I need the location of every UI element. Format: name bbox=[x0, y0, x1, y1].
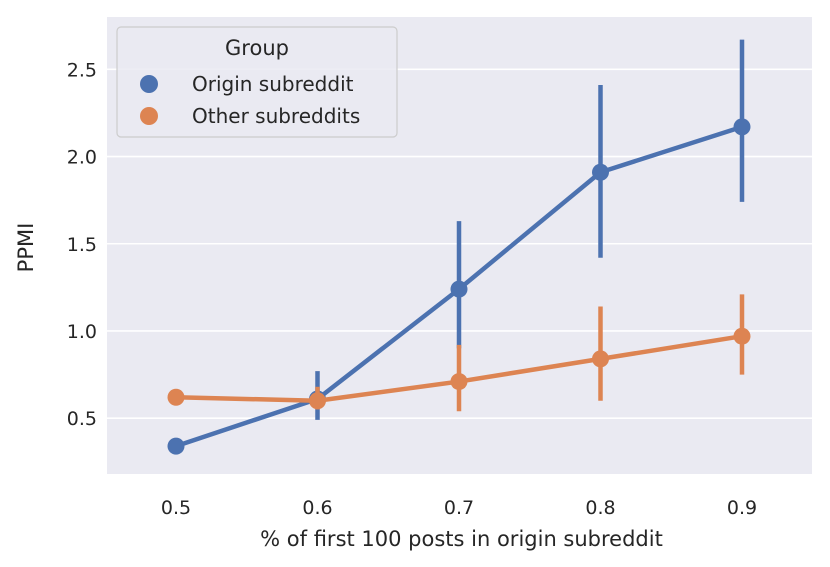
x-axis-label: % of first 100 posts in origin subreddit bbox=[260, 527, 663, 551]
legend-marker bbox=[140, 75, 158, 93]
y-axis-ticks: 0.5 1.0 1.5 2.0 2.5 bbox=[67, 59, 97, 430]
legend-label: Origin subreddit bbox=[192, 72, 354, 96]
x-tick-label: 0.8 bbox=[585, 497, 615, 519]
legend-label: Other subreddits bbox=[192, 104, 360, 128]
y-tick-label: 2.0 bbox=[67, 147, 97, 169]
series-1 bbox=[167, 294, 751, 412]
y-tick-label: 1.5 bbox=[67, 234, 97, 256]
x-tick-label: 0.9 bbox=[727, 497, 757, 519]
x-tick-label: 0.6 bbox=[302, 497, 332, 519]
series-0 bbox=[167, 39, 751, 455]
y-axis-label: PPMI bbox=[14, 223, 38, 273]
legend-title: Group bbox=[225, 36, 289, 60]
data-point bbox=[592, 163, 609, 181]
y-tick-label: 2.5 bbox=[67, 59, 97, 81]
y-tick-label: 1.0 bbox=[67, 321, 97, 343]
series-layer bbox=[167, 39, 751, 455]
legend-marker bbox=[140, 107, 158, 125]
data-point bbox=[450, 280, 468, 298]
y-tick-label: 0.5 bbox=[67, 408, 97, 430]
legend-items: Origin subreddit Other subreddits bbox=[140, 72, 360, 128]
data-point bbox=[167, 388, 185, 406]
data-point bbox=[167, 437, 185, 455]
legend-box bbox=[116, 26, 398, 138]
x-tick-label: 0.5 bbox=[161, 497, 191, 519]
x-tick-label: 0.7 bbox=[444, 497, 474, 519]
data-point bbox=[733, 118, 751, 136]
data-point bbox=[592, 350, 609, 368]
data-point bbox=[309, 392, 326, 410]
x-axis-ticks: 0.5 0.6 0.7 0.8 0.9 bbox=[161, 497, 757, 519]
data-point bbox=[450, 373, 468, 391]
data-point bbox=[733, 327, 751, 345]
legend: Group Origin subreddit Other subreddits bbox=[116, 26, 398, 138]
